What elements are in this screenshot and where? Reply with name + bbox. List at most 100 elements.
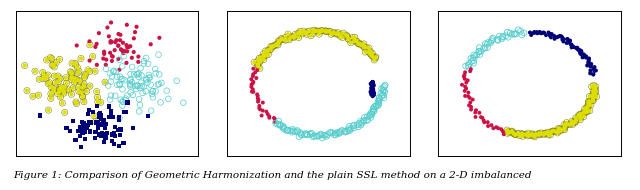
Point [479, 121, 490, 124]
Point [380, 83, 390, 86]
Point [374, 98, 384, 101]
Point [77, 95, 88, 98]
Point [59, 86, 69, 89]
Point [79, 100, 89, 103]
Point [79, 83, 89, 86]
Point [115, 128, 125, 131]
Point [509, 132, 519, 135]
Point [588, 99, 598, 102]
Point [554, 127, 564, 130]
Point [506, 130, 516, 133]
Point [84, 70, 95, 73]
Point [90, 130, 100, 133]
Point [92, 90, 102, 93]
Point [583, 104, 593, 107]
Point [561, 41, 572, 44]
Point [253, 64, 263, 67]
Point [106, 113, 116, 116]
Point [79, 124, 89, 127]
Point [106, 41, 116, 44]
Point [367, 90, 378, 93]
Point [43, 82, 53, 85]
Point [337, 36, 348, 39]
Point [96, 134, 106, 137]
Point [552, 131, 563, 134]
Point [52, 92, 63, 95]
Point [293, 31, 303, 34]
Point [72, 78, 82, 81]
Point [52, 92, 63, 95]
Point [579, 110, 589, 113]
Point [93, 116, 104, 119]
Point [99, 50, 109, 53]
Point [588, 97, 598, 100]
Point [275, 40, 285, 43]
Point [332, 32, 342, 36]
Point [589, 84, 599, 87]
Point [493, 39, 503, 42]
Point [584, 59, 594, 62]
Point [76, 91, 86, 94]
Point [156, 81, 166, 84]
Point [312, 29, 323, 32]
Point [54, 88, 64, 91]
Point [255, 59, 266, 62]
Point [294, 32, 304, 35]
Point [56, 86, 66, 89]
Point [294, 135, 304, 138]
Point [47, 64, 58, 67]
Point [34, 78, 44, 81]
Point [324, 30, 335, 33]
Point [45, 97, 56, 100]
Point [278, 127, 288, 130]
Point [294, 36, 304, 39]
Point [527, 134, 538, 137]
Point [129, 37, 139, 40]
Point [581, 55, 591, 58]
Point [268, 45, 278, 48]
Point [334, 33, 344, 36]
Point [369, 93, 379, 96]
Point [59, 86, 69, 89]
Point [248, 88, 258, 91]
Point [338, 32, 348, 35]
Point [253, 97, 263, 100]
Point [54, 88, 64, 91]
Point [488, 127, 499, 130]
Point [580, 107, 590, 110]
Point [115, 117, 125, 120]
Point [117, 78, 127, 81]
Point [486, 41, 496, 44]
Point [591, 88, 601, 91]
Point [282, 129, 292, 132]
Point [67, 78, 77, 81]
Point [510, 133, 520, 136]
Point [28, 95, 38, 98]
Point [509, 132, 519, 135]
Point [135, 86, 145, 89]
Point [548, 130, 559, 133]
Point [520, 133, 531, 136]
Point [582, 110, 592, 113]
Point [57, 101, 67, 105]
Point [368, 92, 378, 95]
Point [368, 94, 378, 97]
Point [507, 130, 517, 133]
Point [573, 114, 584, 117]
Point [48, 63, 58, 66]
Point [114, 58, 124, 61]
Point [463, 64, 473, 67]
Point [518, 133, 528, 136]
Point [586, 103, 596, 106]
Point [279, 127, 289, 130]
Point [538, 133, 548, 136]
Point [38, 71, 48, 74]
Point [356, 44, 366, 47]
Point [255, 67, 265, 70]
Point [156, 101, 166, 104]
Point [517, 135, 527, 138]
Point [269, 44, 279, 47]
Point [466, 57, 476, 60]
Point [315, 30, 325, 33]
Point [262, 51, 273, 54]
